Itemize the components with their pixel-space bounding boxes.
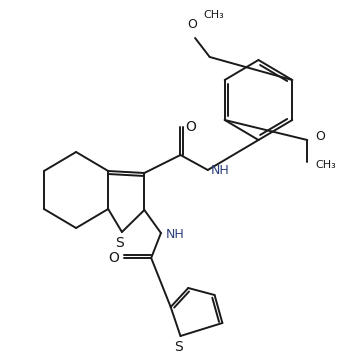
Text: NH: NH <box>166 228 184 241</box>
Text: O: O <box>315 130 325 143</box>
Text: O: O <box>185 120 196 134</box>
Text: S: S <box>116 236 124 250</box>
Text: CH₃: CH₃ <box>315 160 336 170</box>
Text: CH₃: CH₃ <box>203 10 224 20</box>
Text: O: O <box>187 18 197 31</box>
Text: O: O <box>109 251 120 265</box>
Text: NH: NH <box>211 164 230 177</box>
Text: S: S <box>174 340 183 354</box>
